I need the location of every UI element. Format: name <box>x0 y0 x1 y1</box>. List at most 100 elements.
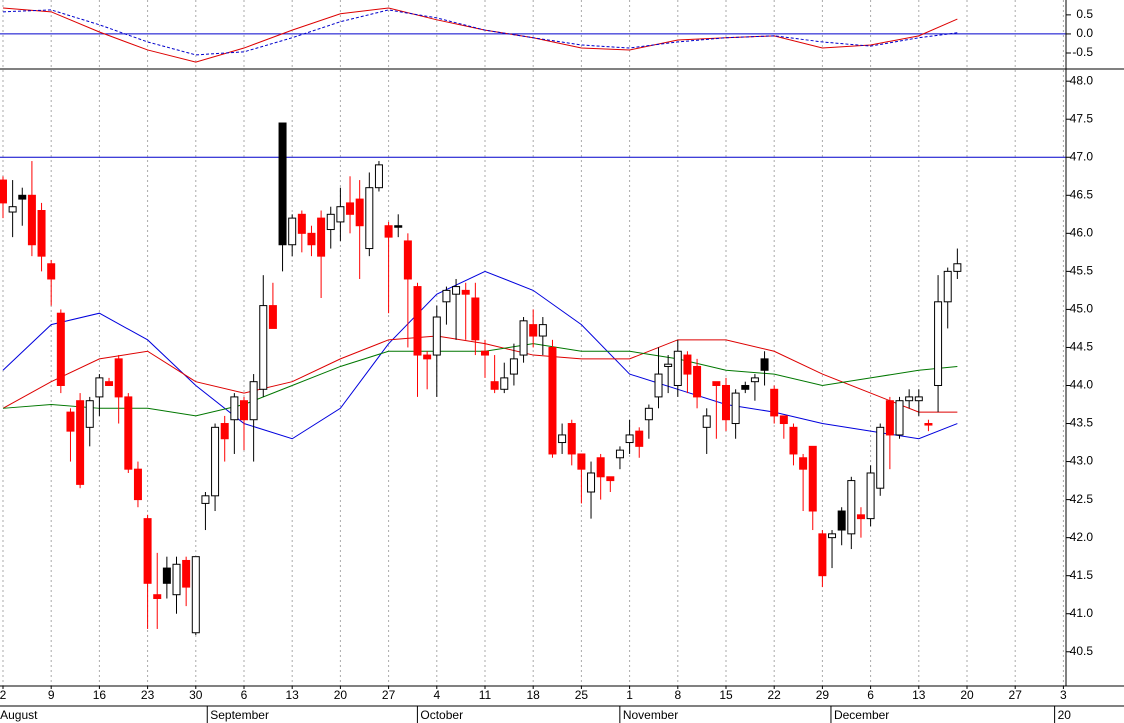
y-tick-label: 41.0 <box>1070 606 1094 620</box>
candle-body <box>837 510 846 531</box>
candle-body <box>297 213 306 234</box>
candle-body <box>750 377 759 383</box>
candle-body <box>828 533 837 539</box>
y-tick-label: 43.5 <box>1070 416 1094 430</box>
candle-body <box>133 468 142 501</box>
candle-body <box>914 396 923 402</box>
month-label: November <box>623 708 678 722</box>
y-tick-label: 47.5 <box>1070 111 1094 125</box>
candle-body <box>924 423 933 426</box>
x-tick-label: 1 <box>626 688 633 702</box>
candle-body <box>268 305 277 329</box>
x-tick-label: 20 <box>960 688 974 702</box>
candle-body <box>876 426 885 489</box>
candle-body <box>105 381 114 386</box>
candle-body <box>249 381 258 421</box>
candle-body <box>355 198 364 227</box>
candle-body <box>905 396 914 402</box>
candle-body <box>808 445 817 512</box>
candle-body <box>712 381 721 386</box>
candle-body <box>721 384 730 421</box>
y-tick-label: 45.5 <box>1070 264 1094 278</box>
candle-body <box>885 400 894 436</box>
candle-body <box>413 286 422 356</box>
y-tick-label: 46.5 <box>1070 187 1094 201</box>
candle-body <box>162 567 171 584</box>
y-tick-label: 45.0 <box>1070 302 1094 316</box>
x-tick-label: 29 <box>816 688 830 702</box>
candle-body <box>625 434 634 444</box>
candle-body <box>56 312 65 386</box>
candle-body <box>789 426 798 455</box>
candle-body <box>866 472 875 520</box>
candle-body <box>538 324 547 337</box>
x-tick-label: 15 <box>719 688 733 702</box>
candle-body <box>644 407 653 421</box>
candle-body <box>741 384 750 390</box>
candle-body <box>779 415 788 425</box>
candle-body <box>259 305 268 390</box>
x-tick-label: 4 <box>433 688 440 702</box>
y-tick-label: 42.5 <box>1070 492 1094 506</box>
x-tick-label: 13 <box>912 688 926 702</box>
candle-body <box>519 320 528 356</box>
candle-body <box>548 346 557 455</box>
candle-body <box>452 286 461 295</box>
candle-body <box>509 358 518 375</box>
candle-body <box>606 476 615 482</box>
month-label: September <box>210 708 269 722</box>
y-tick-label: 41.5 <box>1070 568 1094 582</box>
candle-body <box>664 363 673 367</box>
candle-body <box>480 350 489 356</box>
candle-body <box>8 206 17 213</box>
candle-body <box>66 411 75 432</box>
x-tick-label: 30 <box>189 688 203 702</box>
candle-body <box>461 289 470 295</box>
candle-body <box>326 213 335 231</box>
x-tick-label: 6 <box>241 688 248 702</box>
candle-body <box>95 377 104 398</box>
month-label: October <box>420 708 463 722</box>
y-tick-label: 47.0 <box>1070 149 1094 163</box>
y-tick-label: 40.5 <box>1070 644 1094 658</box>
x-tick-label: 13 <box>286 688 300 702</box>
candle-body <box>230 396 239 421</box>
x-tick-label: 22 <box>768 688 782 702</box>
candle-body <box>278 122 287 246</box>
candle-body <box>0 179 7 204</box>
x-tick-label: 3 <box>1060 688 1067 702</box>
y-tick-label: 44.5 <box>1070 340 1094 354</box>
y-tick-label: 0.0 <box>1076 26 1093 40</box>
candle-body <box>529 324 538 337</box>
candle-body <box>27 194 36 246</box>
candle-body <box>124 396 133 470</box>
candle-body <box>683 354 692 375</box>
y-tick-label: 42.0 <box>1070 530 1094 544</box>
candle-body <box>770 388 779 417</box>
candle-body <box>220 423 229 440</box>
candle-body <box>114 358 123 398</box>
x-tick-label: 6 <box>867 688 874 702</box>
y-tick-label: 43.0 <box>1070 454 1094 468</box>
candle-body <box>490 381 499 390</box>
candle-body <box>587 472 596 493</box>
candle-body <box>934 301 943 386</box>
oscillator-line <box>2 9 958 56</box>
candle-body <box>432 316 441 356</box>
candle-body <box>856 514 865 520</box>
candle-body <box>317 217 326 257</box>
candle-body <box>635 430 644 447</box>
candle-body <box>577 453 586 470</box>
x-tick-label: 23 <box>141 688 155 702</box>
month-label: August <box>0 708 38 722</box>
x-tick-label: 11 <box>479 688 492 702</box>
moving-average <box>2 270 958 440</box>
candle-body <box>211 426 220 497</box>
candle-body <box>596 457 605 478</box>
candle-body <box>47 263 56 280</box>
candle-body <box>567 423 576 455</box>
candle-body <box>182 559 191 588</box>
candle-body <box>760 358 769 371</box>
